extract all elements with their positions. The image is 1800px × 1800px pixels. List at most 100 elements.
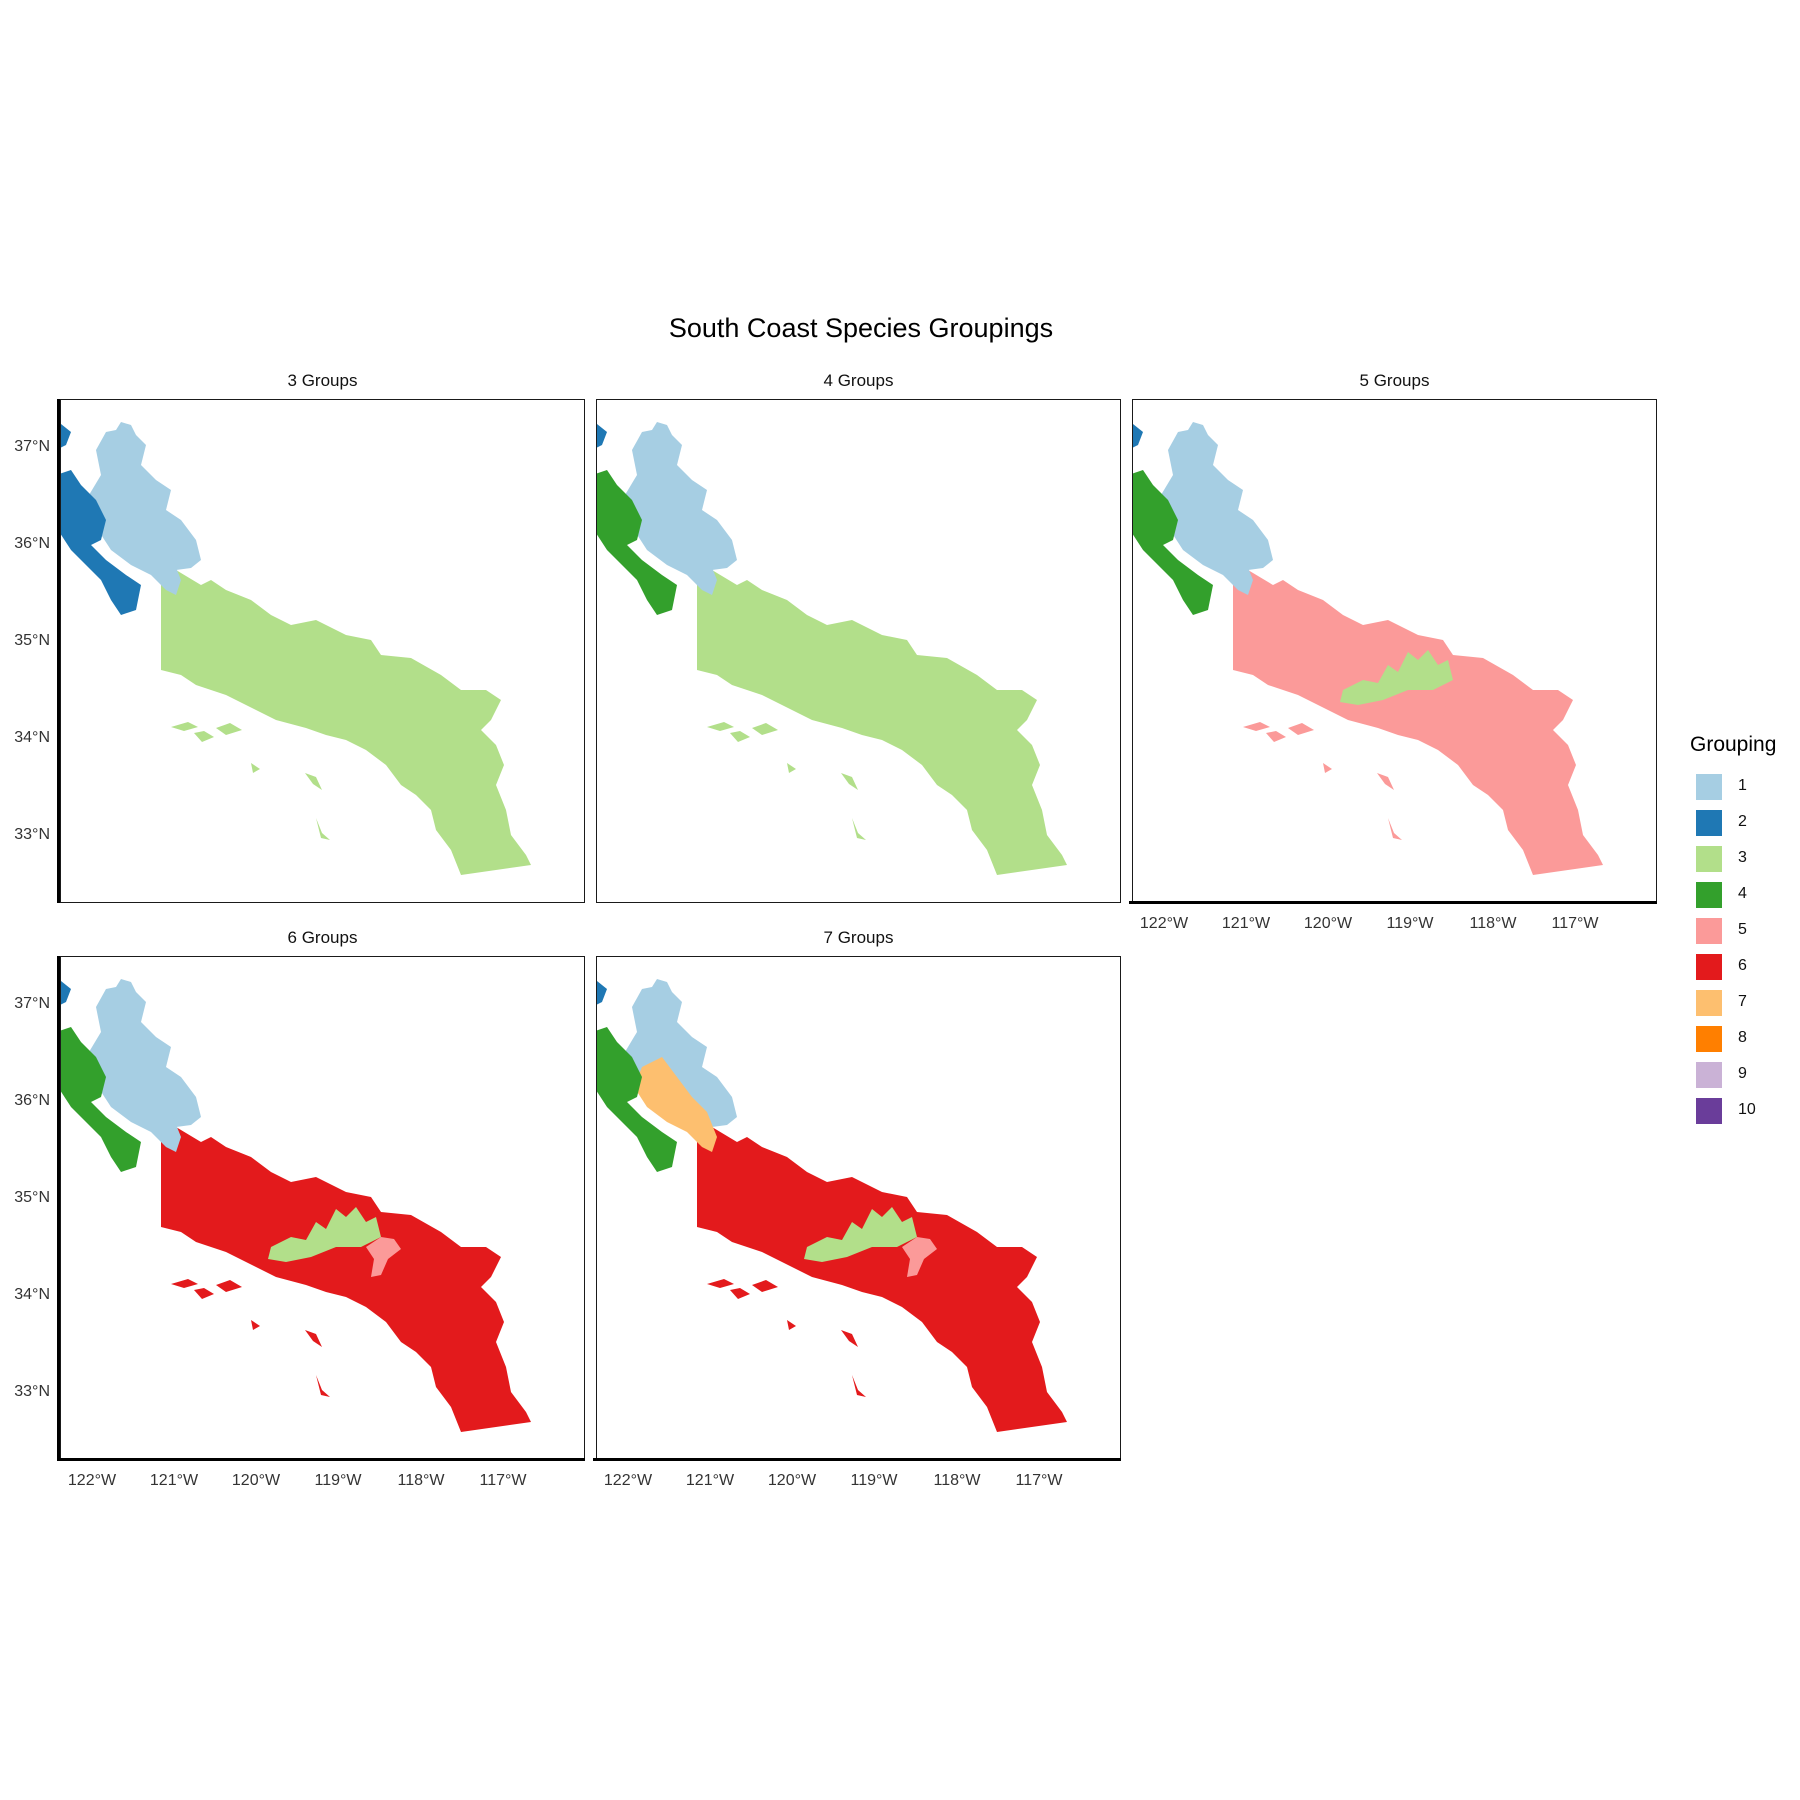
region-island bbox=[730, 731, 750, 742]
x-tick-label: 120°W bbox=[1303, 915, 1353, 932]
region-la-basin bbox=[902, 1237, 937, 1277]
y-tick-label: 35°N bbox=[14, 1189, 50, 1206]
x-axis-line bbox=[593, 1458, 1121, 1461]
region-la-basin bbox=[366, 1237, 401, 1277]
x-tick-label: 122°W bbox=[603, 1472, 653, 1489]
region-island bbox=[1288, 723, 1314, 735]
legend-key bbox=[1696, 954, 1722, 980]
x-tick-label: 119°W bbox=[1386, 915, 1434, 932]
y-axis-line bbox=[57, 399, 60, 903]
region-coast-north bbox=[597, 981, 607, 1005]
region-salinas bbox=[634, 1057, 717, 1152]
region-la-basin bbox=[902, 680, 937, 720]
legend-label: 1 bbox=[1738, 777, 1747, 794]
region-coast-mid bbox=[61, 470, 141, 615]
legend-key bbox=[1696, 846, 1722, 872]
legend-label: 9 bbox=[1738, 1065, 1747, 1082]
region-inland-north bbox=[1158, 422, 1273, 580]
region-south bbox=[697, 1127, 1067, 1432]
map-svg bbox=[597, 979, 1067, 1432]
legend-label: 3 bbox=[1738, 849, 1747, 866]
region-sgm bbox=[268, 1207, 381, 1262]
map-panel bbox=[1132, 399, 1657, 903]
region-island bbox=[216, 723, 242, 735]
region-salinas bbox=[1170, 500, 1253, 595]
legend-key bbox=[1696, 1062, 1722, 1088]
region-coast-mid bbox=[597, 1027, 677, 1172]
legend-item: 5 bbox=[1690, 915, 1800, 951]
region-coast-north bbox=[597, 424, 607, 448]
facet-title: 6 Groups bbox=[287, 928, 358, 947]
region-salinas bbox=[98, 1057, 181, 1152]
y-tick-label: 36°N bbox=[14, 535, 50, 552]
region-island bbox=[852, 818, 866, 840]
region-island bbox=[1243, 722, 1270, 731]
x-axis-line bbox=[57, 1458, 585, 1461]
region-coast-mid bbox=[597, 470, 677, 615]
x-axis-line bbox=[1129, 901, 1657, 904]
y-tick-label: 36°N bbox=[14, 1092, 50, 1109]
legend-key bbox=[1696, 1026, 1722, 1052]
legend-title: Grouping bbox=[1690, 733, 1777, 756]
y-tick-label: 34°N bbox=[14, 729, 50, 746]
x-tick-label: 121°W bbox=[1221, 915, 1271, 932]
region-island bbox=[707, 722, 734, 731]
region-island bbox=[752, 723, 778, 735]
region-island bbox=[752, 1280, 778, 1292]
region-island bbox=[316, 1375, 330, 1397]
region-inland-north bbox=[622, 422, 737, 580]
facet-3-groups: 3 Groups 37°N 36°N 35°N 34°N 33°N bbox=[14, 369, 585, 903]
y-tick-label: 37°N bbox=[14, 995, 50, 1012]
region-island bbox=[841, 773, 858, 790]
legend-label: 5 bbox=[1738, 921, 1747, 938]
x-tick-label: 122°W bbox=[1139, 915, 1189, 932]
region-island bbox=[171, 722, 198, 731]
legend-label: 10 bbox=[1738, 1101, 1756, 1118]
map-svg bbox=[597, 422, 1067, 875]
region-island bbox=[251, 1320, 260, 1330]
facet-5-groups: 5 Groups 122°W 121°W 120°W 119°W 118°W 117°W bbox=[1129, 369, 1657, 932]
region-island bbox=[171, 1279, 198, 1288]
region-sgm bbox=[1340, 650, 1453, 705]
region-island bbox=[1388, 818, 1402, 840]
region-south bbox=[161, 1127, 531, 1432]
region-island bbox=[852, 1375, 866, 1397]
facet-7-groups: 7 Groups 122°W 121°W 120°W 119°W 118°W 117°W bbox=[593, 926, 1121, 1489]
legend-item: 8 bbox=[1690, 1023, 1800, 1059]
region-island bbox=[787, 763, 796, 773]
region-island bbox=[1377, 773, 1394, 790]
map-panel bbox=[60, 399, 585, 903]
facet-title: 7 Groups bbox=[823, 928, 894, 947]
region-salinas bbox=[634, 500, 717, 595]
x-tick-label: 117°W bbox=[479, 1472, 527, 1489]
region-island bbox=[841, 1330, 858, 1347]
x-tick-label: 122°W bbox=[67, 1472, 117, 1489]
region-inland-north bbox=[622, 979, 737, 1137]
facet-6-groups: 6 Groups 37°N 36°N 35°N 34°N 33°N 122°W 121°W… bbox=[14, 926, 585, 1489]
x-axis-ticks: 122°W 121°W 120°W 119°W 118°W 117°W bbox=[596, 1472, 1121, 1496]
facet-title: 5 Groups bbox=[1359, 371, 1430, 390]
x-tick-label: 118°W bbox=[397, 1472, 445, 1489]
x-tick-label: 120°W bbox=[231, 1472, 281, 1489]
region-la-basin bbox=[366, 680, 401, 720]
y-tick-label: 34°N bbox=[14, 1286, 50, 1303]
region-island bbox=[216, 1280, 242, 1292]
legend-item: 1 bbox=[1690, 771, 1800, 807]
x-tick-label: 118°W bbox=[933, 1472, 981, 1489]
legend-item: 3 bbox=[1690, 843, 1800, 879]
region-island bbox=[194, 731, 214, 742]
region-sgm bbox=[804, 1207, 917, 1262]
map-panel bbox=[596, 956, 1121, 1460]
region-coast-north bbox=[61, 981, 71, 1005]
region-sgm bbox=[268, 650, 381, 705]
x-tick-label: 119°W bbox=[850, 1472, 898, 1489]
region-island bbox=[1323, 763, 1332, 773]
x-tick-label: 117°W bbox=[1551, 915, 1599, 932]
facet-4-groups: 4 Groups bbox=[596, 369, 1121, 903]
y-tick-label: 33°N bbox=[14, 826, 50, 843]
region-island bbox=[251, 763, 260, 773]
legend-label: 8 bbox=[1738, 1029, 1747, 1046]
region-coast-north bbox=[61, 424, 71, 448]
region-island bbox=[1266, 731, 1286, 742]
x-axis-ticks: 122°W 121°W 120°W 119°W 118°W 117°W bbox=[60, 1472, 585, 1496]
